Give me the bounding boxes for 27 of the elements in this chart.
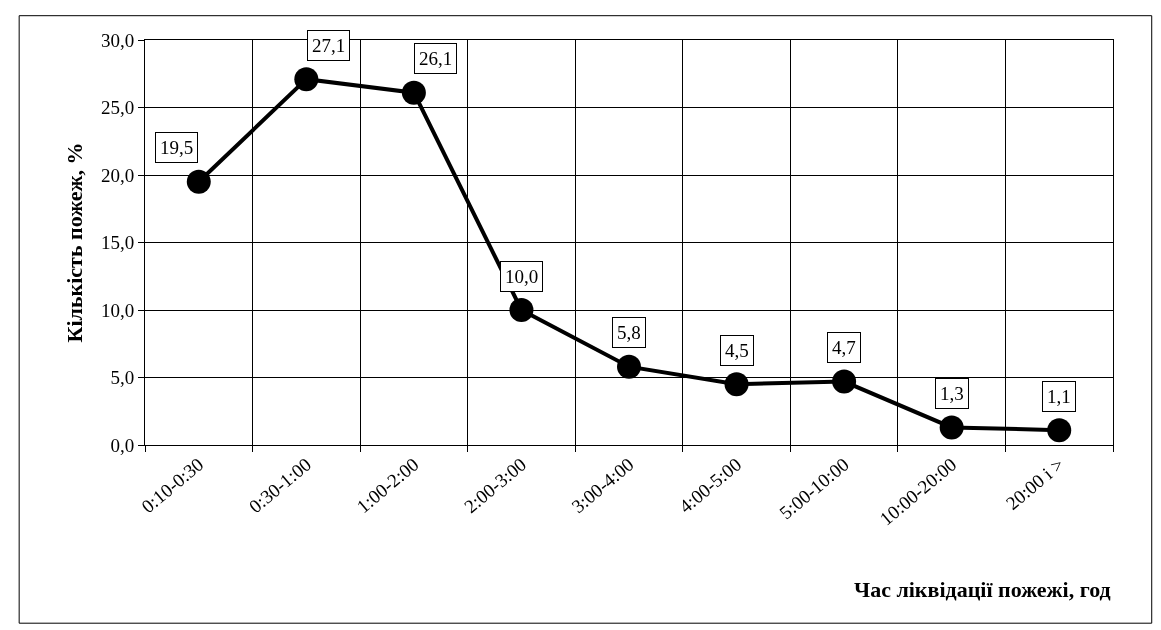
y-tick-label: 15,0 [100, 232, 135, 254]
data-label: 19,5 [160, 137, 194, 158]
y-tick-label: 0,0 [110, 434, 135, 456]
data-label: 27,1 [312, 35, 346, 56]
data-label: 1,1 [1047, 386, 1071, 407]
y-tick-label: 25,0 [100, 97, 135, 119]
y-tick-label: 5,0 [110, 367, 135, 389]
y-axis-title: Кількість пожеж, % [61, 142, 87, 343]
point [509, 298, 534, 322]
x-axis-title: Час ліквідації пожежі, год [854, 577, 1111, 602]
point [1047, 418, 1072, 443]
data-label: 4,7 [832, 337, 856, 358]
point [294, 67, 319, 92]
y-tick-label: 20,0 [100, 164, 135, 186]
y-tick-label: 10,0 [100, 299, 135, 321]
data-label: 10,0 [505, 266, 539, 287]
data-label: 26,1 [419, 48, 453, 69]
point [832, 369, 857, 394]
data-label: 4,5 [725, 340, 749, 361]
data-label: 5,8 [617, 322, 641, 343]
point [186, 169, 211, 194]
data-label: 1,3 [940, 383, 964, 404]
y-tick-label: 30,0 [100, 29, 135, 51]
point [617, 354, 641, 379]
point [939, 415, 964, 440]
point [724, 372, 749, 397]
point [401, 80, 426, 105]
